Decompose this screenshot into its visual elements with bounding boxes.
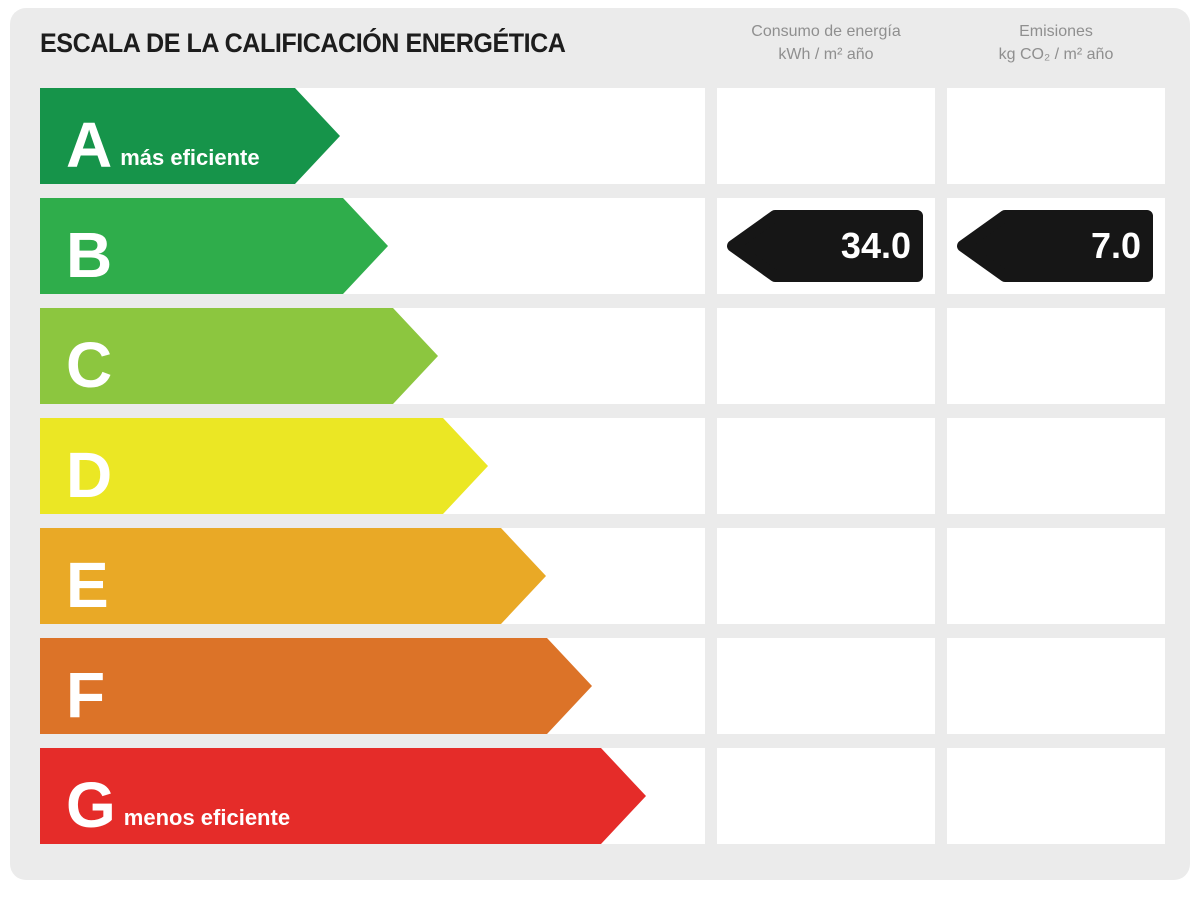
rating-letter: G bbox=[66, 769, 116, 842]
rating-row: F bbox=[40, 638, 1165, 734]
consumption-cell bbox=[717, 638, 935, 734]
rating-bar-cell: A más eficiente bbox=[40, 88, 705, 184]
rating-arrow-tip-icon bbox=[501, 528, 546, 624]
consumption-cell bbox=[717, 88, 935, 184]
rating-arrow-tip-icon bbox=[547, 638, 592, 734]
emissions-cell bbox=[947, 308, 1165, 404]
rating-arrow: B bbox=[40, 198, 388, 294]
consumption-value-pointer-icon: 34.0 bbox=[727, 210, 923, 282]
consumption-column-header: Consumo de energía kWh / m² año bbox=[717, 20, 935, 66]
consumption-value: 34.0 bbox=[841, 225, 911, 266]
rating-row: A más eficiente bbox=[40, 88, 1165, 184]
rating-row: B 34.0 7.0 bbox=[40, 198, 1165, 294]
rating-letter: E bbox=[66, 549, 109, 622]
rating-letter: C bbox=[66, 329, 113, 402]
rating-arrow-body: F bbox=[40, 638, 547, 734]
rating-sublabel: menos eficiente bbox=[123, 805, 291, 830]
consumption-cell bbox=[717, 308, 935, 404]
emissions-cell bbox=[947, 748, 1165, 844]
rating-row: G menos eficiente bbox=[40, 748, 1165, 844]
panel-header: ESCALA DE LA CALIFICACIÓN ENERGÉTICA Con… bbox=[10, 8, 1190, 88]
rating-arrow: E bbox=[40, 528, 546, 624]
rating-arrow-body: C bbox=[40, 308, 393, 404]
rating-letter: D bbox=[66, 439, 113, 512]
emissions-cell bbox=[947, 638, 1165, 734]
scale-rows: A más eficiente B bbox=[10, 88, 1190, 844]
consumption-header-line1: Consumo de energía bbox=[751, 23, 901, 40]
energy-scale-panel: ESCALA DE LA CALIFICACIÓN ENERGÉTICA Con… bbox=[10, 8, 1190, 880]
consumption-cell: 34.0 bbox=[717, 198, 935, 294]
emissions-value: 7.0 bbox=[1091, 225, 1141, 266]
consumption-header-line2: kWh / m² año bbox=[778, 46, 874, 64]
rating-arrow: F bbox=[40, 638, 592, 734]
rating-bar-cell: B bbox=[40, 198, 705, 294]
emissions-column-header: Emisiones kg CO₂ / m² año bbox=[947, 20, 1165, 66]
rating-bar-cell: C bbox=[40, 308, 705, 404]
consumption-cell bbox=[717, 528, 935, 624]
consumption-cell bbox=[717, 418, 935, 514]
page-title: ESCALA DE LA CALIFICACIÓN ENERGÉTICA bbox=[40, 28, 566, 58]
rating-arrow-body: D bbox=[40, 418, 443, 514]
rating-bar-cell: F bbox=[40, 638, 705, 734]
rating-row: D bbox=[40, 418, 1165, 514]
emissions-header-line1: Emisiones bbox=[1019, 23, 1093, 40]
emissions-value-pointer-icon: 7.0 bbox=[957, 210, 1153, 282]
emissions-cell bbox=[947, 88, 1165, 184]
rating-letter: F bbox=[66, 659, 106, 732]
rating-bar-cell: E bbox=[40, 528, 705, 624]
emissions-cell bbox=[947, 418, 1165, 514]
rating-row: E bbox=[40, 528, 1165, 624]
rating-arrow: G menos eficiente bbox=[40, 748, 646, 844]
rating-arrow: C bbox=[40, 308, 438, 404]
rating-arrow-tip-icon bbox=[601, 748, 646, 844]
rating-letter: B bbox=[66, 219, 113, 292]
rating-arrow-body: G menos eficiente bbox=[40, 748, 601, 844]
rating-bar-cell: G menos eficiente bbox=[40, 748, 705, 844]
rating-arrow-body: E bbox=[40, 528, 501, 624]
rating-arrow-tip-icon bbox=[393, 308, 438, 404]
emissions-header-line2: kg CO₂ / m² año bbox=[998, 46, 1114, 64]
rating-arrow-tip-icon bbox=[343, 198, 388, 294]
rating-letter: A bbox=[66, 109, 113, 182]
rating-arrow: D bbox=[40, 418, 488, 514]
rating-arrow-body: A más eficiente bbox=[40, 88, 295, 184]
rating-arrow-tip-icon bbox=[443, 418, 488, 514]
rating-arrow-tip-icon bbox=[295, 88, 340, 184]
rating-row: C bbox=[40, 308, 1165, 404]
rating-sublabel: más eficiente bbox=[120, 145, 260, 170]
rating-arrow: A más eficiente bbox=[40, 88, 340, 184]
emissions-cell bbox=[947, 528, 1165, 624]
rating-bar-cell: D bbox=[40, 418, 705, 514]
rating-arrow-body: B bbox=[40, 198, 343, 294]
emissions-cell: 7.0 bbox=[947, 198, 1165, 294]
consumption-cell bbox=[717, 748, 935, 844]
